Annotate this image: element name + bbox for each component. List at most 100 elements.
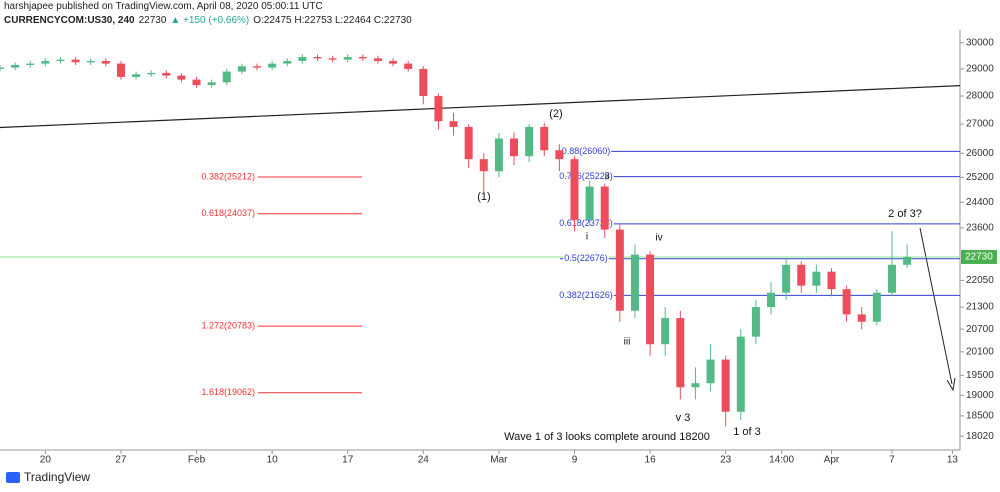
change: ▲ +150 (+0.66%) [170, 15, 250, 26]
candle-body [585, 186, 594, 220]
candle-body [736, 336, 745, 412]
wave-annotation: 2 of 3? [888, 208, 922, 220]
candle-body [313, 57, 322, 59]
candle-body [116, 63, 125, 77]
candle-body [207, 82, 216, 86]
y-tick-label: 18500 [966, 411, 994, 422]
x-tick-label: 27 [115, 455, 127, 466]
candle-body [192, 79, 201, 86]
candle-body [343, 57, 352, 60]
candle-body [887, 264, 896, 293]
candle-body [86, 60, 95, 63]
candle-body [872, 292, 881, 322]
quote-line: CURRENCYCOM:US30, 240 22730 ▲ +150 (+0.66%… [4, 14, 416, 28]
candle-body [222, 71, 231, 83]
candle-body [434, 96, 443, 122]
candle-body [525, 126, 534, 157]
y-tick-label: 28000 [966, 91, 994, 102]
candle-body [600, 186, 609, 230]
candle-body [26, 63, 35, 65]
y-tick-label: 18020 [966, 431, 994, 442]
candle-body [782, 264, 791, 293]
candle-body [676, 318, 685, 388]
candle-body [389, 60, 398, 64]
y-tick-label: 19500 [966, 370, 994, 381]
candle-body [570, 159, 579, 220]
forecast-arrowhead [946, 377, 956, 392]
candle-body [71, 59, 80, 63]
wave-annotation: (1) [477, 191, 490, 203]
candle-body [479, 159, 488, 172]
candle-body [827, 271, 836, 290]
wave-annotation: iv [655, 233, 662, 244]
header: harshjapee published on TradingView.com,… [4, 0, 416, 28]
x-tick-label: 23 [720, 455, 732, 466]
ohlc: O:22475 H:22753 L:22464 C:22730 [253, 15, 412, 26]
brand-name: TradingView [24, 470, 90, 484]
candle-body [555, 150, 564, 160]
fib-label: 0.618(24037) [201, 208, 255, 218]
fib-label: 1.618(19062) [201, 387, 255, 397]
fib-label: 0.5(22676) [564, 253, 608, 263]
fib-label: 0.618(23727) [559, 218, 613, 228]
x-tick-label: 16 [645, 455, 657, 466]
candle-body [540, 126, 549, 151]
wave-annotation: i [586, 232, 588, 243]
fib-label: 0.382(25212) [201, 171, 255, 181]
x-tick-label: 20 [40, 455, 52, 466]
forecast-arrow [919, 227, 953, 385]
price: 22730 [138, 15, 167, 26]
candle-body [41, 60, 50, 64]
y-tick-label: 30000 [966, 37, 994, 48]
last-price-label: 22730 [965, 252, 993, 263]
x-tick-label: 7 [889, 455, 895, 466]
candle-body [101, 60, 110, 64]
candle-body [797, 264, 806, 286]
x-tick-label: 10 [267, 455, 279, 466]
candle-body [449, 121, 458, 127]
candle-body [510, 138, 519, 157]
x-tick-label: 9 [572, 455, 578, 466]
x-tick-label: Apr [824, 455, 840, 466]
x-tick-label: 13 [947, 455, 959, 466]
x-tick-label: Feb [188, 455, 206, 466]
candle-body [661, 318, 670, 345]
candle-body [147, 72, 156, 75]
candle-body [298, 57, 307, 61]
y-tick-label: 20100 [966, 346, 994, 357]
y-tick-label: 27000 [966, 119, 994, 130]
candle-body [721, 359, 730, 412]
trendline [0, 85, 961, 129]
candle-body [11, 64, 20, 68]
candle-body [812, 271, 821, 286]
candle-body [691, 383, 700, 388]
candle-body [615, 229, 624, 311]
x-tick-label: 24 [418, 455, 430, 466]
candle-body [283, 60, 292, 64]
candle-body [767, 292, 776, 308]
candle-body [842, 289, 851, 315]
y-tick-label: 26000 [966, 148, 994, 159]
y-tick-label: 21300 [966, 302, 994, 313]
candle-body [162, 72, 171, 76]
wave-annotation: iii [624, 337, 631, 348]
candle-body [706, 359, 715, 384]
candle-body [358, 57, 367, 59]
candle-body [857, 314, 866, 322]
symbol: CURRENCYCOM:US30, 240 [4, 15, 135, 26]
byline: harshjapee published on TradingView.com,… [4, 1, 323, 12]
candle-body [268, 63, 277, 68]
fib-label: 0.88(26060) [562, 146, 611, 156]
y-tick-label: 22050 [966, 275, 994, 286]
y-tick-label: 24400 [966, 197, 994, 208]
x-tick-label: 14:00 [769, 455, 794, 466]
candle-body [253, 66, 262, 68]
candle-body [56, 59, 65, 61]
x-tick-label: Mar [490, 455, 508, 466]
wave-annotation: ii [605, 172, 609, 183]
wave-annotation: Wave 1 of 3 looks complete around 18200 [504, 431, 710, 443]
candle-body [177, 75, 186, 80]
candle-body [132, 74, 141, 77]
